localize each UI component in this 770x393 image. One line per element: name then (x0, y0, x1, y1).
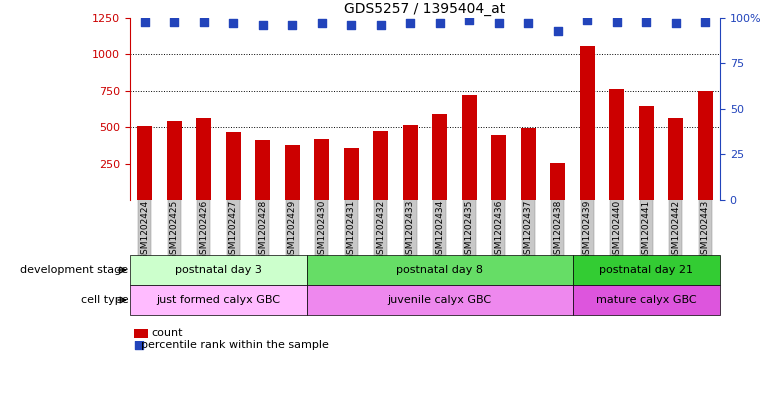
Bar (668, 118, 683, 200)
Bar (256, 140, 270, 200)
Bar (639, 106, 654, 200)
Bar (314, 139, 329, 200)
Bar (130, 285, 307, 315)
Point (133, 342, 146, 349)
Point (640, 18, 652, 25)
Bar (130, 255, 307, 285)
Text: postnatal day 3: postnatal day 3 (175, 265, 262, 275)
Text: postnatal day 21: postnatal day 21 (599, 265, 693, 275)
Point (139, 18, 151, 25)
Text: just formed calyx GBC: just formed calyx GBC (156, 295, 280, 305)
Bar (344, 148, 359, 200)
Bar (551, 163, 565, 200)
Text: postnatal day 8: postnatal day 8 (397, 265, 484, 275)
Point (404, 20, 417, 27)
Point (286, 22, 299, 28)
Bar (580, 46, 594, 200)
Text: percentile rank within the sample: percentile rank within the sample (141, 340, 329, 350)
Text: cell type: cell type (81, 295, 129, 305)
Bar (307, 255, 573, 285)
Point (374, 22, 387, 28)
Title: GDS5257 / 1395404_at: GDS5257 / 1395404_at (344, 2, 506, 16)
Text: juvenile calyx GBC: juvenile calyx GBC (387, 295, 492, 305)
Point (699, 18, 711, 25)
Point (581, 17, 594, 23)
Text: mature calyx GBC: mature calyx GBC (596, 295, 697, 305)
Point (316, 20, 328, 27)
Bar (433, 114, 447, 200)
Bar (307, 285, 573, 315)
Text: count: count (152, 328, 183, 338)
Point (256, 22, 269, 28)
Bar (521, 128, 536, 200)
Point (670, 20, 682, 27)
Point (522, 20, 534, 27)
Point (198, 18, 210, 25)
Point (611, 18, 623, 25)
Bar (573, 255, 720, 285)
Bar (285, 145, 300, 200)
Point (463, 17, 475, 23)
Point (493, 20, 505, 27)
Bar (137, 126, 152, 200)
Point (168, 18, 180, 25)
Bar (491, 135, 506, 200)
Bar (403, 125, 417, 200)
Point (434, 20, 446, 27)
Bar (167, 121, 182, 200)
Bar (698, 91, 712, 200)
Bar (573, 285, 720, 315)
Bar (462, 95, 477, 200)
Bar (609, 89, 624, 200)
Point (345, 22, 357, 28)
Bar (226, 132, 240, 200)
Bar (373, 131, 388, 200)
Point (227, 20, 239, 27)
Text: development stage: development stage (20, 265, 129, 275)
Point (551, 28, 564, 34)
Bar (196, 118, 211, 200)
